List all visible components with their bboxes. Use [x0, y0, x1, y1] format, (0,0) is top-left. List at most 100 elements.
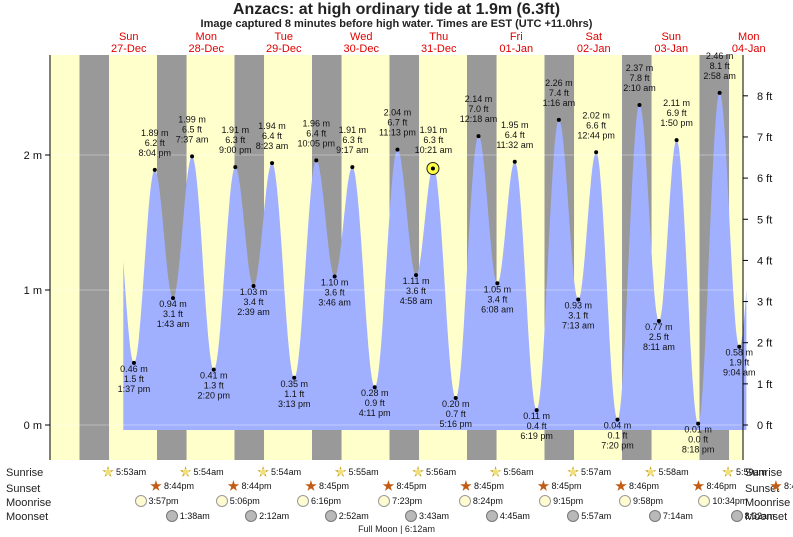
extreme-label: 6:19 pm	[520, 431, 553, 441]
day-header: Mon 28-Dec	[171, 31, 241, 55]
sunrise-event: 5:54am	[257, 466, 301, 478]
extreme-label: 1.89 m	[141, 128, 169, 138]
extreme-labels: 0.46 m1.5 ft1:37 pm 1.89 m6.2 ft8:04 pm 0.…	[118, 51, 756, 455]
extreme-point	[131, 360, 136, 365]
moonrise-event-time: 5:06pm	[229, 496, 260, 506]
extreme-point	[211, 367, 216, 372]
extreme-label: 1.3 ft	[204, 381, 225, 391]
moonrise-event: 9:58pm	[618, 495, 663, 507]
moonset-event-time: 2:12am	[259, 511, 290, 521]
extreme-label: 0.58 m	[726, 348, 754, 358]
extreme-point	[152, 167, 157, 172]
extreme-point	[737, 344, 742, 349]
extreme-point	[314, 158, 319, 163]
day-date: 01-Jan	[499, 43, 534, 55]
moonrise-event: 5:06pm	[215, 495, 260, 507]
extreme-label: 6.3 ft	[423, 135, 444, 145]
moon-up-icon	[458, 495, 471, 507]
sunset-row-label-left: Sunset	[6, 483, 41, 495]
sunset-event-time: 8:45pm	[396, 481, 427, 491]
extreme-label: 3:13 pm	[278, 399, 311, 409]
right-tick-label: 5 ft	[757, 214, 772, 226]
right-tick-label: 8 ft	[757, 91, 772, 103]
extreme-label: 0.94 m	[159, 299, 187, 309]
extreme-label: 7:20 pm	[601, 441, 634, 451]
sun-up-icon	[179, 466, 192, 477]
extreme-label: 6.6 ft	[586, 120, 607, 130]
moon-up-icon	[215, 495, 228, 507]
sunset-event-time: 8:46pm	[706, 481, 737, 491]
extreme-point	[270, 161, 275, 166]
day-name: Sat	[585, 31, 602, 43]
sun-down-icon	[692, 480, 705, 491]
moon-up-icon	[296, 495, 309, 507]
moon-down-icon	[567, 510, 580, 522]
extreme-points	[131, 90, 742, 426]
extreme-label: 9:00 pm	[219, 145, 252, 155]
extreme-label: 0.1 ft	[607, 431, 628, 441]
extreme-label: 0.41 m	[200, 371, 228, 381]
sunrise-event-time: 5:56am	[503, 467, 534, 477]
left-tick-label: 1 m	[24, 285, 42, 297]
sun-down-icon	[227, 480, 240, 491]
extreme-label: 2.5 ft	[649, 332, 670, 342]
moonset-event-time: 1:38am	[179, 511, 210, 521]
right-tick-label: 0 ft	[757, 420, 772, 432]
extreme-label: 3:46 am	[318, 298, 351, 308]
moon-down-icon	[730, 510, 743, 522]
extreme-point	[292, 375, 297, 380]
extreme-label: 7.0 ft	[468, 104, 489, 114]
extreme-label: 3.4 ft	[487, 294, 508, 304]
moonrise-event-time: 7:23pm	[392, 496, 423, 506]
sunset-event-time: 8:44pm	[163, 481, 194, 491]
sunrise-event-time: 5:57am	[581, 467, 612, 477]
sun-up-icon	[334, 466, 347, 477]
extreme-label: 6.7 ft	[387, 118, 408, 128]
extreme-point	[717, 90, 722, 95]
extreme-label: 1.9 ft	[729, 358, 750, 368]
extreme-label: 2.11 m	[663, 98, 690, 108]
sun-up-icon	[412, 466, 424, 477]
moonrise-event-time: 6:16pm	[310, 496, 342, 506]
extreme-label: 6.9 ft	[667, 108, 688, 118]
extreme-label: 10:05 pm	[298, 138, 336, 148]
moonrise-row-label-left: Moonrise	[6, 497, 52, 509]
right-tick-label: 1 ft	[757, 379, 772, 391]
extreme-label: 1.99 m	[178, 114, 206, 124]
moonset-event: 8:32am	[730, 510, 775, 522]
moonrise-event-time: 9:58pm	[632, 496, 663, 506]
sunrise-event: 5:56am	[412, 466, 456, 478]
extreme-label: 1.91 m	[420, 125, 448, 135]
moon-down-icon	[648, 510, 661, 522]
extreme-point	[656, 319, 661, 324]
extreme-label: 2.37 m	[626, 63, 654, 73]
sun-down-icon	[537, 480, 550, 491]
extreme-label: 0.11 m	[523, 411, 550, 421]
day-date: 31-Dec	[421, 43, 457, 55]
day-date: 03-Jan	[654, 43, 689, 55]
day-header: Fri 01-Jan	[481, 31, 551, 55]
moonset-event: 4:45am	[485, 510, 530, 522]
sunset-event: 8:44pm	[150, 480, 194, 492]
extreme-label: 6.2 ft	[145, 138, 166, 148]
extreme-label: 0.46 m	[120, 364, 148, 374]
sun-down-icon	[460, 480, 472, 491]
moonrise-event: 6:16pm	[296, 495, 342, 507]
day-name: Thu	[429, 31, 449, 43]
moon-down-icon	[405, 510, 417, 522]
moon-down-icon	[165, 510, 178, 522]
extreme-label: 6.3 ft	[342, 135, 363, 145]
extreme-point	[171, 296, 176, 301]
extreme-label: 8.1 ft	[710, 61, 731, 71]
extreme-label: 1.91 m	[222, 125, 250, 135]
extreme-label: 6.4 ft	[262, 131, 283, 141]
extreme-label: 6.3 ft	[225, 135, 246, 145]
right-tick-label: 3 ft	[757, 297, 772, 309]
sun-down-icon	[305, 480, 317, 491]
extreme-label: 2:20 pm	[198, 391, 231, 401]
moonset-event: 2:52am	[324, 510, 369, 522]
right-tick-label: 7 ft	[757, 132, 772, 144]
moonrise-event: 10:34pm	[698, 495, 747, 507]
day-header: Sat 02-Jan	[559, 31, 629, 55]
day-date: 30-Dec	[343, 43, 379, 55]
